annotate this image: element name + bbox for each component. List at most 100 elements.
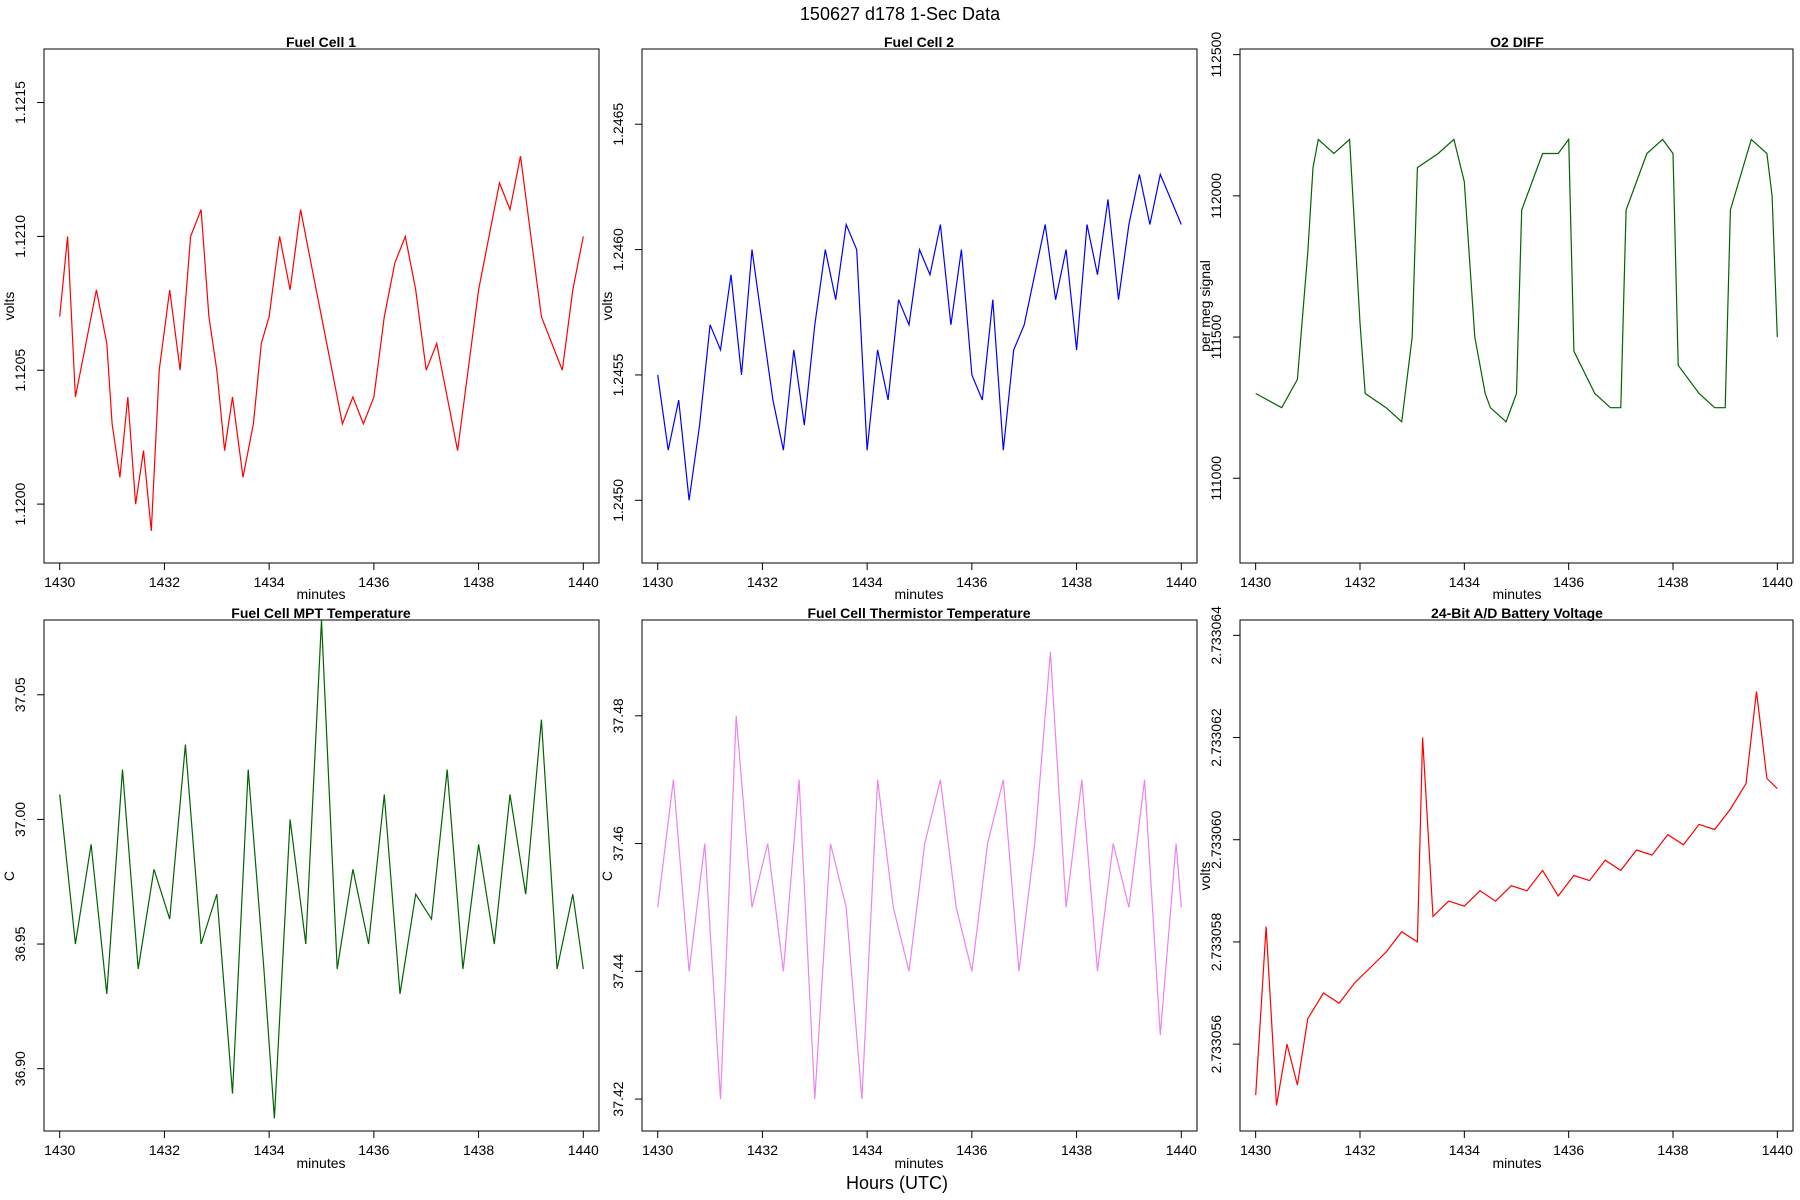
y-axis-label: C	[1, 871, 17, 881]
y-tick-label: 1.1205	[12, 349, 28, 392]
y-axis-ticks: 2.733056 2.733058 2.733060 2.733062 2.733064	[1208, 606, 1240, 1073]
panel-fuel-cell-2: Fuel Cell 2 minutes volts 1430 1432 1434 14…	[599, 34, 1198, 602]
y-axis-label: volts	[1197, 862, 1213, 891]
panel-title: Fuel Cell 1	[286, 34, 356, 50]
series-line	[59, 155, 584, 531]
series-line	[1255, 137, 1778, 424]
x-tick-label: 1438	[463, 1142, 494, 1158]
plot-frame	[43, 619, 600, 1132]
x-tick-label: 1434	[254, 574, 285, 590]
x-tick-label: 1440	[1166, 1142, 1197, 1158]
x-axis-ticks: 1430 1432 1434 1436 1438 1440	[1240, 1131, 1793, 1158]
y-axis-ticks: 37.42 37.44 37.46 37.48	[610, 698, 642, 1117]
y-tick-label: 2.733056	[1208, 1015, 1224, 1074]
y-tick-label: 37.00	[12, 802, 28, 837]
x-tick-label: 1436	[1553, 574, 1584, 590]
x-tick-label: 1432	[1344, 1142, 1375, 1158]
x-tick-label: 1432	[149, 1142, 180, 1158]
y-axis-ticks: 36.90 36.95 37.00 37.05	[12, 677, 44, 1086]
x-tick-label: 1436	[1553, 1142, 1584, 1158]
x-tick-label: 1436	[358, 1142, 389, 1158]
y-axis-ticks: 111000 111500 112000 112500	[1208, 32, 1240, 501]
x-tick-label: 1438	[1657, 1142, 1688, 1158]
x-tick-label: 1434	[852, 1142, 883, 1158]
x-axis-label: minutes	[894, 1155, 943, 1171]
x-tick-label: 1434	[852, 574, 883, 590]
y-tick-label: 2.733064	[1208, 606, 1224, 665]
panel-title: 24-Bit A/D Battery Voltage	[1431, 605, 1603, 621]
plot-frame	[43, 48, 600, 564]
x-tick-label: 1440	[568, 574, 599, 590]
figure-footer-xlabel: Hours (UTC)	[846, 1173, 948, 1193]
y-tick-label: 37.05	[12, 677, 28, 712]
x-tick-label: 1434	[254, 1142, 285, 1158]
panel-fuel-cell-1: Fuel Cell 1 minutes volts 1430 1432 1434 14…	[1, 34, 600, 602]
x-tick-label: 1440	[568, 1142, 599, 1158]
y-tick-label: 1.2450	[610, 479, 626, 522]
x-tick-label: 1430	[1240, 1142, 1271, 1158]
panel-title: Fuel Cell 2	[884, 34, 954, 50]
panel-title: Fuel Cell Thermistor Temperature	[807, 605, 1030, 621]
x-tick-label: 1434	[1449, 574, 1480, 590]
figure-title: 150627 d178 1-Sec Data	[800, 4, 1001, 24]
y-tick-label: 1.1210	[12, 215, 28, 258]
x-tick-label: 1438	[1061, 1142, 1092, 1158]
y-axis-ticks: 1.2450 1.2455 1.2460 1.2465	[610, 103, 642, 522]
x-tick-label: 1438	[1657, 574, 1688, 590]
x-tick-label: 1436	[956, 1142, 987, 1158]
x-axis-ticks: 1430 1432 1434 1436 1438 1440	[642, 1131, 1197, 1158]
x-tick-label: 1436	[358, 574, 389, 590]
y-tick-label: 112500	[1208, 32, 1224, 78]
y-tick-label: 36.95	[12, 926, 28, 961]
series-line	[1255, 691, 1778, 1106]
x-axis-label: minutes	[296, 1155, 345, 1171]
panel-fuel-cell-mpt-temperature: Fuel Cell MPT Temperature minutes C 1430…	[1, 605, 600, 1171]
y-axis-ticks: 1.1200 1.1205 1.1210 1.1215	[12, 81, 44, 526]
x-axis-label: minutes	[1492, 1155, 1541, 1171]
y-tick-label: 1.2460	[610, 228, 626, 271]
y-tick-label: 1.1215	[12, 81, 28, 124]
y-axis-label: per meg signal	[1197, 260, 1213, 352]
x-axis-label: minutes	[296, 586, 345, 602]
x-axis-ticks: 1430 1432 1434 1436 1438 1440	[1240, 563, 1793, 590]
y-axis-label: C	[599, 871, 615, 881]
y-tick-label: 111000	[1208, 456, 1224, 501]
y-tick-label: 1.2455	[610, 353, 626, 396]
y-tick-label: 37.44	[610, 954, 626, 989]
x-tick-label: 1440	[1762, 1142, 1793, 1158]
panel-battery-voltage: 24-Bit A/D Battery Voltage minutes volts…	[1197, 605, 1794, 1171]
x-axis-ticks: 1430 1432 1434 1436 1438 1440	[642, 563, 1197, 590]
y-tick-label: 112000	[1208, 173, 1224, 219]
plot-frame	[1239, 48, 1794, 564]
panel-title: Fuel Cell MPT Temperature	[231, 605, 411, 621]
panel-fuel-cell-thermistor-temperature: Fuel Cell Thermistor Temperature minutes…	[599, 605, 1198, 1171]
y-tick-label: 2.733058	[1208, 913, 1224, 972]
series-line	[657, 172, 1182, 501]
y-tick-label: 36.90	[12, 1051, 28, 1086]
panel-o2-diff: O2 DIFF minutes per meg signal 1430 1432 1…	[1197, 32, 1794, 602]
plot-frame	[1239, 619, 1794, 1132]
y-axis-label: volts	[1, 292, 17, 321]
x-tick-label: 1438	[463, 574, 494, 590]
x-tick-label: 1432	[747, 574, 778, 590]
y-tick-label: 2.733060	[1208, 810, 1224, 869]
x-tick-label: 1430	[1240, 574, 1271, 590]
y-axis-label: volts	[599, 292, 615, 321]
x-tick-label: 1440	[1166, 574, 1197, 590]
series-line	[59, 619, 584, 1119]
x-tick-label: 1430	[642, 1142, 673, 1158]
y-tick-label: 37.42	[610, 1081, 626, 1116]
x-tick-label: 1438	[1061, 574, 1092, 590]
plot-frame	[641, 48, 1198, 564]
plot-frame	[641, 619, 1198, 1132]
y-tick-label: 2.733062	[1208, 708, 1224, 767]
x-tick-label: 1434	[1449, 1142, 1480, 1158]
x-tick-label: 1432	[149, 574, 180, 590]
x-tick-label: 1432	[1344, 574, 1375, 590]
x-tick-label: 1436	[956, 574, 987, 590]
x-tick-label: 1440	[1762, 574, 1793, 590]
x-axis-ticks: 1430 1432 1434 1436 1438 1440	[44, 563, 599, 590]
y-tick-label: 1.2465	[610, 103, 626, 146]
x-tick-label: 1432	[747, 1142, 778, 1158]
